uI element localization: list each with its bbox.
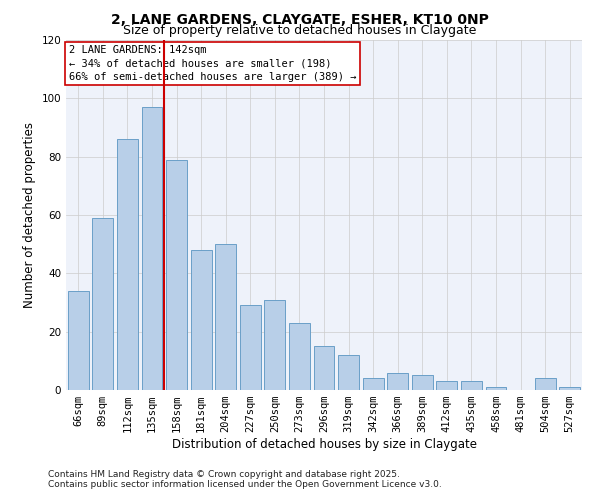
Y-axis label: Number of detached properties: Number of detached properties xyxy=(23,122,36,308)
Text: Contains HM Land Registry data © Crown copyright and database right 2025.
Contai: Contains HM Land Registry data © Crown c… xyxy=(48,470,442,489)
Bar xyxy=(142,107,163,390)
Bar xyxy=(215,244,236,390)
Bar xyxy=(535,378,556,390)
Bar xyxy=(92,218,113,390)
Bar xyxy=(338,355,359,390)
Bar xyxy=(117,139,138,390)
Text: Size of property relative to detached houses in Claygate: Size of property relative to detached ho… xyxy=(124,24,476,37)
Bar xyxy=(265,300,286,390)
Bar xyxy=(240,306,261,390)
Bar xyxy=(68,291,89,390)
Bar xyxy=(191,250,212,390)
Bar xyxy=(289,323,310,390)
Bar xyxy=(485,387,506,390)
Bar xyxy=(362,378,383,390)
Bar xyxy=(559,387,580,390)
Bar xyxy=(314,346,334,390)
Text: 2, LANE GARDENS, CLAYGATE, ESHER, KT10 0NP: 2, LANE GARDENS, CLAYGATE, ESHER, KT10 0… xyxy=(111,12,489,26)
Bar xyxy=(166,160,187,390)
Bar xyxy=(461,381,482,390)
Bar xyxy=(436,381,457,390)
Text: 2 LANE GARDENS: 142sqm
← 34% of detached houses are smaller (198)
66% of semi-de: 2 LANE GARDENS: 142sqm ← 34% of detached… xyxy=(68,46,356,82)
X-axis label: Distribution of detached houses by size in Claygate: Distribution of detached houses by size … xyxy=(172,438,476,451)
Bar xyxy=(412,376,433,390)
Bar xyxy=(387,372,408,390)
